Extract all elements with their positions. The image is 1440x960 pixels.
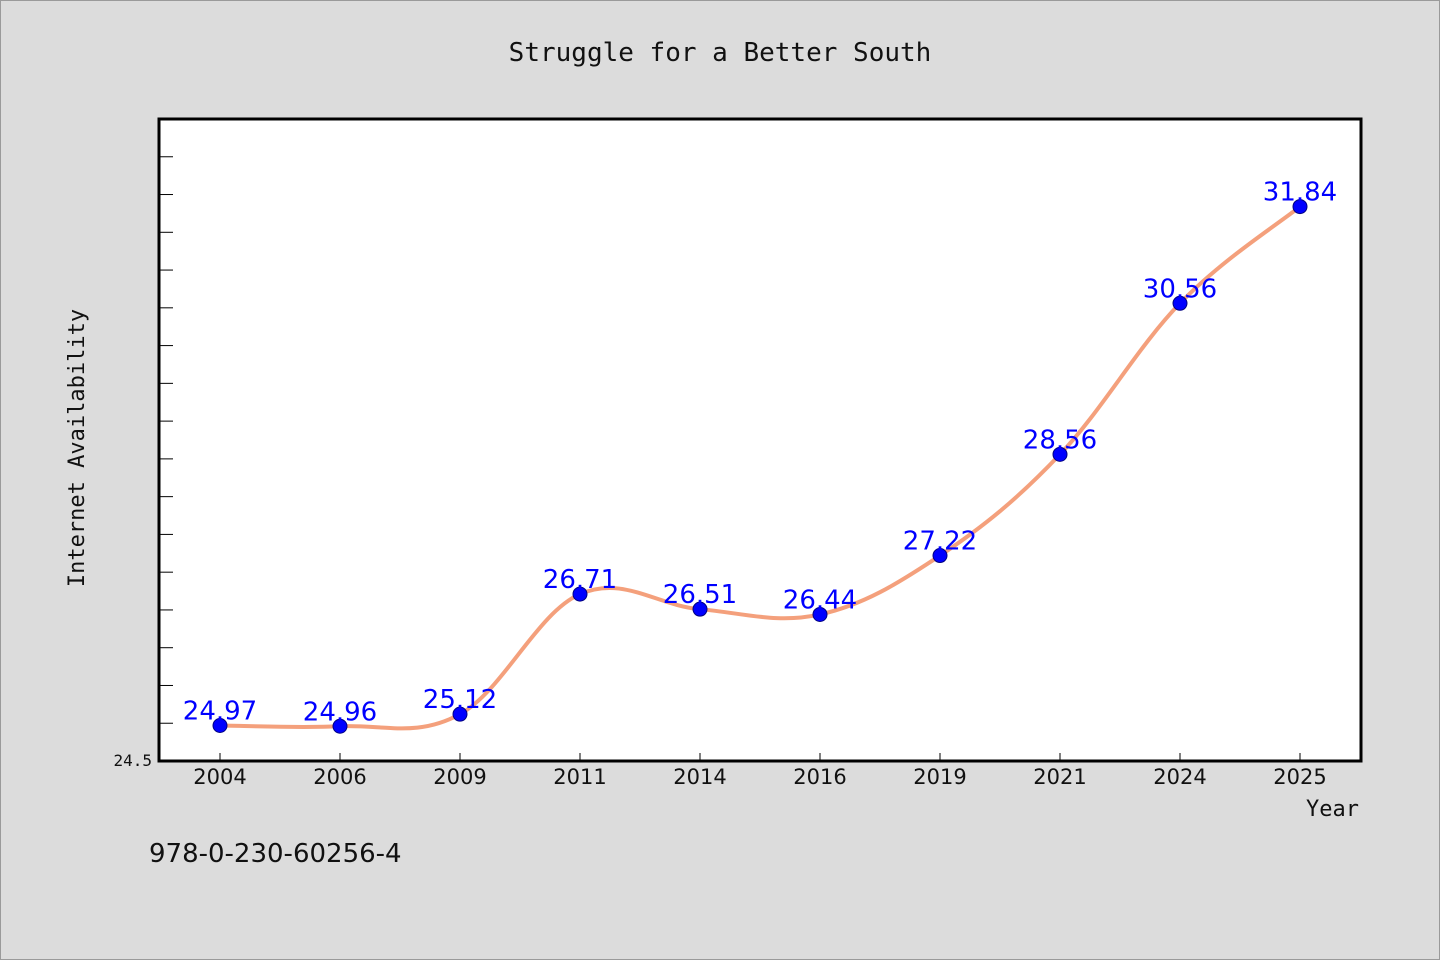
x-tick-labels: 2004 2006 2009 2011 2014 2016 2019 2021 2024 2025 [193,765,1326,789]
data-label-2021: 28.56 [1023,425,1097,455]
x-tick-label-2014: 2014 [673,765,726,789]
data-point-2016 [812,606,828,622]
data-label-2024: 30.56 [1143,274,1217,304]
data-label-2006: 24.96 [303,697,377,727]
x-tick-label-2016: 2016 [793,765,846,789]
data-point-2025 [1292,199,1308,215]
plot-area [157,117,1363,763]
data-label-2019: 27.22 [903,527,977,557]
x-tick-label-2006: 2006 [313,765,366,789]
data-label-2011: 26.71 [543,565,617,595]
data-point-2009 [452,706,468,722]
x-axis-ticks [219,753,1301,761]
x-tick-label-2011: 2011 [553,765,606,789]
data-point-2004 [212,718,228,734]
data-point-2011 [572,586,588,602]
y-tick-label: 24.5 [113,751,152,770]
y-axis-ticks [159,156,173,724]
series-line [219,205,1302,731]
data-point-2019 [932,548,948,564]
y-axis-label: Internet Availability [65,309,90,587]
x-tick-label-2024: 2024 [1153,765,1206,789]
data-label-2016: 26.44 [783,585,857,615]
data-point-2021 [1052,446,1068,462]
x-tick-label-2021: 2021 [1033,765,1086,789]
data-label-2025: 31.84 [1263,178,1337,208]
data-point-2006 [332,718,348,734]
series-markers [212,199,1308,734]
chart-title: Struggle for a Better South [509,38,932,68]
x-tick-label-2025: 2025 [1273,765,1326,789]
data-label-2004: 24.97 [183,697,257,727]
data-labels: 24.97 24.96 25.12 26.71 26.51 26.44 27.22 28.56… [183,178,1337,728]
data-label-2014: 26.51 [663,580,737,610]
x-tick-label-2019: 2019 [913,765,966,789]
x-tick-label-2009: 2009 [433,765,486,789]
data-label-2009: 25.12 [423,685,497,715]
x-tick-label-2004: 2004 [193,765,246,789]
x-axis-label: Year [1306,797,1359,822]
data-point-2024 [1172,295,1188,311]
data-point-2014 [692,601,708,617]
footer-isbn: 978-0-230-60256-4 [149,839,402,869]
